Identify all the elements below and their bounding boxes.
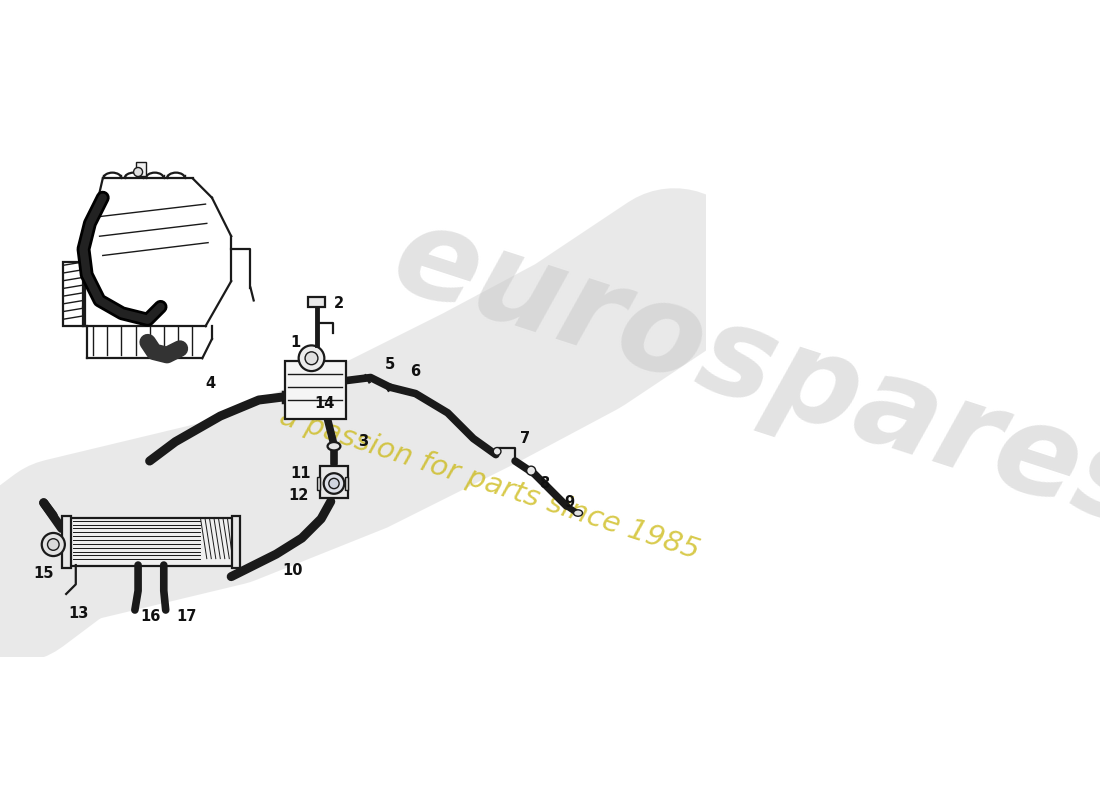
Circle shape [329,478,339,489]
Text: 11: 11 [290,466,311,482]
Text: 16: 16 [141,609,161,624]
Text: 3: 3 [358,434,367,450]
Text: 1: 1 [290,334,300,350]
Circle shape [42,533,65,556]
Circle shape [47,538,59,550]
Text: a passion for parts since 1985: a passion for parts since 1985 [276,402,703,565]
Bar [317,477,320,490]
Text: 7: 7 [519,431,530,446]
Text: 2: 2 [334,296,344,311]
Text: 6: 6 [410,363,420,378]
Bar [345,477,348,490]
Bar [63,262,85,326]
Bar [285,362,345,419]
Text: 13: 13 [69,606,89,621]
Text: 8: 8 [539,476,549,491]
Circle shape [527,466,536,475]
Text: 9: 9 [564,495,574,510]
Text: 17: 17 [176,609,197,624]
Ellipse shape [328,442,340,450]
Circle shape [305,352,318,365]
Circle shape [323,474,344,494]
Circle shape [133,167,143,177]
Bar [320,466,348,498]
Bar [62,516,70,568]
Circle shape [493,447,500,455]
Text: 5: 5 [385,357,395,372]
Text: 14: 14 [315,396,334,410]
Bar [136,162,146,177]
Ellipse shape [573,510,583,516]
Bar [232,516,240,568]
Text: 4: 4 [206,377,216,391]
Text: 12: 12 [288,487,309,502]
Text: eurospares: eurospares [378,194,1100,554]
Bar [308,298,324,307]
Bar [69,518,233,566]
Circle shape [299,346,324,371]
Text: 15: 15 [33,566,54,581]
Text: 10: 10 [282,562,303,578]
